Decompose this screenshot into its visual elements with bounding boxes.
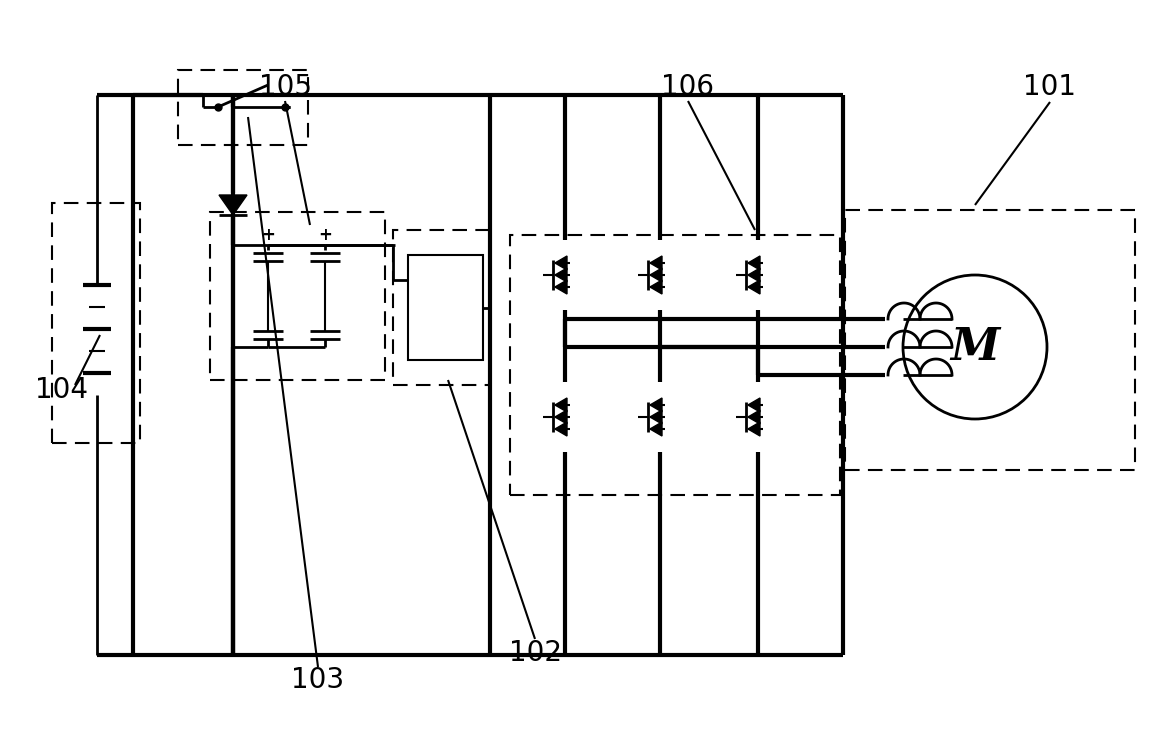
Polygon shape <box>748 410 760 424</box>
Polygon shape <box>219 195 247 215</box>
Bar <box>210 212 385 380</box>
Polygon shape <box>555 410 567 424</box>
Text: 103: 103 <box>291 666 345 694</box>
Text: M: M <box>951 326 1000 368</box>
Polygon shape <box>650 398 662 412</box>
Bar <box>510 235 841 495</box>
Text: +: + <box>261 226 275 244</box>
Polygon shape <box>555 256 567 270</box>
Polygon shape <box>748 268 760 282</box>
Polygon shape <box>555 422 567 436</box>
Text: 104: 104 <box>36 376 88 404</box>
Polygon shape <box>748 422 760 436</box>
Polygon shape <box>555 280 567 294</box>
Polygon shape <box>555 398 567 412</box>
Polygon shape <box>650 280 662 294</box>
Bar <box>845 210 1135 470</box>
Polygon shape <box>748 398 760 412</box>
Polygon shape <box>650 256 662 270</box>
Polygon shape <box>555 268 567 282</box>
Text: 106: 106 <box>662 73 714 101</box>
Polygon shape <box>748 256 760 270</box>
Polygon shape <box>748 280 760 294</box>
Bar <box>394 230 490 385</box>
Polygon shape <box>650 410 662 424</box>
Bar <box>408 255 483 360</box>
Polygon shape <box>650 422 662 436</box>
Polygon shape <box>650 268 662 282</box>
Bar <box>52 203 140 443</box>
Text: 105: 105 <box>259 73 311 101</box>
Text: 102: 102 <box>509 639 562 667</box>
Text: 101: 101 <box>1024 73 1076 101</box>
Bar <box>178 70 308 145</box>
Text: +: + <box>318 226 332 244</box>
